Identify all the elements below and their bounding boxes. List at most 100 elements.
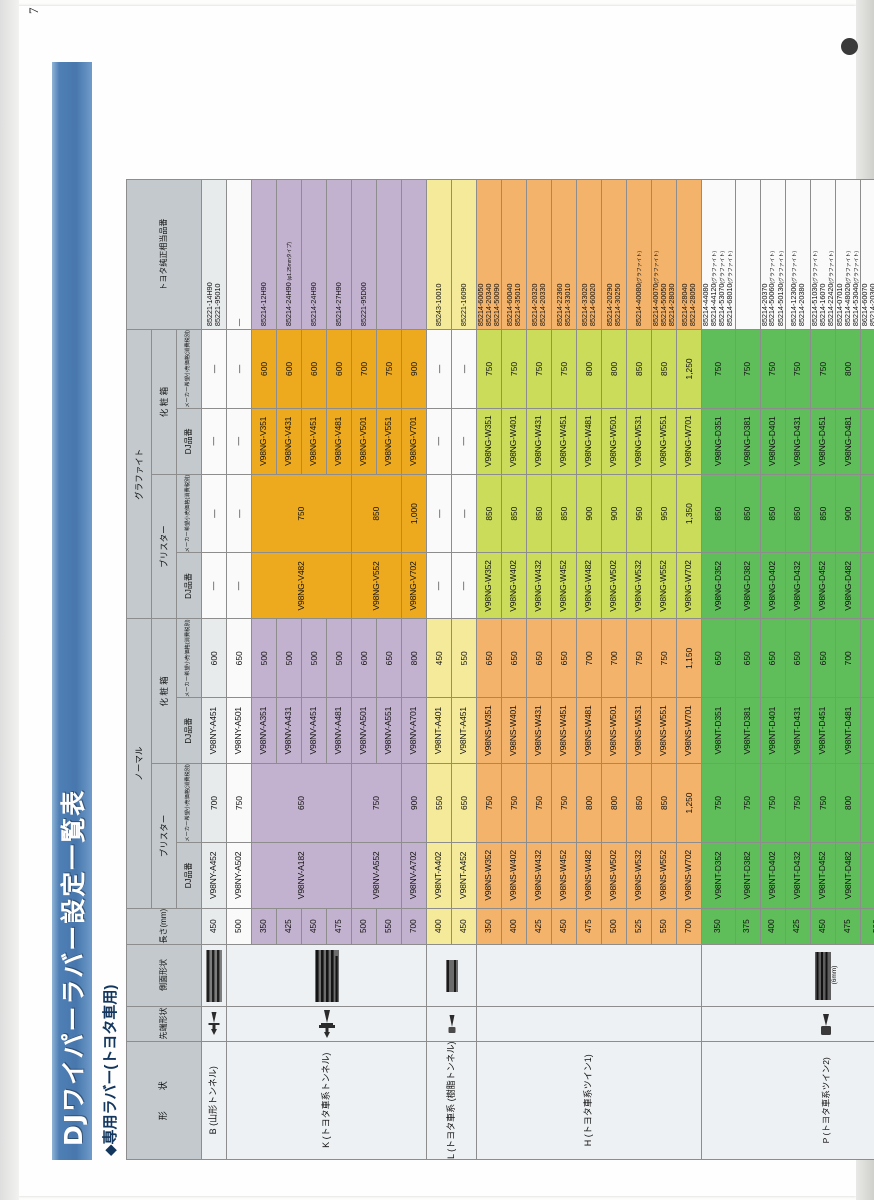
length-value: 550 xyxy=(376,908,402,945)
price-graphite-blister: 1,000 xyxy=(401,474,427,553)
dj-part-normal-blister: V98NY-A452 xyxy=(201,842,227,909)
price-graphite-blister: 850 xyxy=(760,474,786,553)
header-shape-group: 形 状 xyxy=(126,1041,202,1160)
price-normal-package: 1,150 xyxy=(676,618,702,698)
part-number: 85214-68010(グラファイト) xyxy=(725,251,735,327)
price-graphite-package: 600 xyxy=(301,329,327,409)
dj-part-graphite-package: V98NG-W351 xyxy=(476,408,502,475)
dj-part-graphite-blister: V98NG-W702 xyxy=(676,552,702,619)
price-graphite-blister: 850 xyxy=(551,474,577,553)
table-body: B (山形トンネル) 450 V98NY-A452 700 V98NY-A451 600… xyxy=(201,179,874,1160)
length-value: 450 xyxy=(551,908,577,945)
price-graphite-blister: 850 xyxy=(351,474,402,553)
price-normal-blister: 750 xyxy=(526,763,552,843)
toyota-part-numbers: 85214-12H90 xyxy=(251,179,277,330)
dj-part-normal-package: V98NS-W481 xyxy=(576,697,602,764)
price-graphite-blister: 900 xyxy=(601,474,627,553)
price-normal-package: 500 xyxy=(301,618,327,698)
price-graphite-blister: 950 xyxy=(651,474,677,553)
price-normal-blister: 750 xyxy=(476,763,502,843)
dj-part-graphite-package: V98NG-W501 xyxy=(601,408,627,475)
price-graphite-package: ― xyxy=(426,329,452,409)
length-value: 450 xyxy=(451,908,477,945)
part-number: ― xyxy=(234,318,244,327)
price-graphite-blister: 850 xyxy=(476,474,502,553)
price-normal-package: 500 xyxy=(326,618,352,698)
dj-part-normal-package: V98NS-W401 xyxy=(501,697,527,764)
price-normal-blister: 800 xyxy=(601,763,627,843)
dj-part-normal-package: V98NT-D451 xyxy=(810,697,836,764)
dj-part-graphite-blister: ― xyxy=(426,552,452,619)
price-graphite-blister: ― xyxy=(201,474,227,553)
side-shape-icon xyxy=(476,944,702,1007)
rubber-setting-table: 形 状 先端形状 側面形状 長さ(mm) ノーマル グラファイト トヨタ純正相当… xyxy=(126,179,874,1160)
price-graphite-package: 750 xyxy=(501,329,527,409)
dj-part-normal-blister: V98NY-A502 xyxy=(226,842,252,909)
header-tip-shape: 先端形状 xyxy=(126,1006,202,1042)
dj-part-normal-blister: V98NV-A552 xyxy=(351,842,402,909)
price-normal-package: 450 xyxy=(426,618,452,698)
dj-part-normal-package: V98NV-A501 xyxy=(351,697,377,764)
dj-part-normal-package: V98NT-D401 xyxy=(760,697,786,764)
price-normal-package: 750 xyxy=(651,618,677,698)
price-normal-package: 650 xyxy=(760,618,786,698)
header-normal-blister: ブリスター xyxy=(151,763,177,909)
price-graphite-package: 800 xyxy=(860,329,874,409)
dj-part-normal-blister: V98NT-D432 xyxy=(785,842,811,909)
dj-part-graphite-package: V98NG-V451 xyxy=(301,408,327,475)
price-normal-package: 650 xyxy=(551,618,577,698)
price-graphite-package: 850 xyxy=(626,329,652,409)
price-normal-package: 700 xyxy=(601,618,627,698)
dj-part-graphite-blister: V98NG-W432 xyxy=(526,552,552,619)
dj-part-normal-package: V98NS-W701 xyxy=(676,697,702,764)
price-graphite-package: 800 xyxy=(601,329,627,409)
dj-part-graphite-package: V98NG-D501 xyxy=(860,408,874,475)
dj-part-graphite-package: V98NG-D381 xyxy=(735,408,761,475)
table-row: L (トヨタ車系 (樹脂トンネル) 400 V98NT-A402 550 V98NT-… xyxy=(426,179,477,1160)
dj-part-normal-package: V98NV-A451 xyxy=(301,697,327,764)
toyota-part-numbers: 85214-24H90 xyxy=(301,179,327,330)
part-number: 85214-50090 xyxy=(491,283,501,327)
part-number: 85243-10010 xyxy=(434,283,444,327)
price-normal-package: 600 xyxy=(201,618,227,698)
price-graphite-package: 750 xyxy=(785,329,811,409)
table-row: B (山形トンネル) 450 V98NY-A452 700 V98NY-A451 600… xyxy=(201,179,227,1160)
shape-type-label: B (山形トンネル) xyxy=(201,1041,227,1160)
dj-part-graphite-package: V98NG-W701 xyxy=(676,408,702,475)
price-normal-package: 650 xyxy=(476,618,502,698)
shape-type-label: K (トヨタ車系トンネル) xyxy=(226,1041,427,1160)
length-value: 500 xyxy=(351,908,377,945)
dj-part-graphite-blister: V98NG-D482 xyxy=(835,552,861,619)
price-graphite-package: 750 xyxy=(760,329,786,409)
dj-part-graphite-blister: V98NG-D452 xyxy=(810,552,836,619)
dj-part-graphite-package: V98NG-D431 xyxy=(785,408,811,475)
price-graphite-blister: 900 xyxy=(576,474,602,553)
length-value: 425 xyxy=(526,908,552,945)
price-graphite-blister: 850 xyxy=(735,474,761,553)
dj-part-graphite-package: ― xyxy=(226,408,252,475)
dj-part-normal-package: V98NS-W431 xyxy=(526,697,552,764)
price-graphite-blister: ― xyxy=(451,474,477,553)
header-graphite-blister: ブリスター xyxy=(151,474,177,619)
dj-part-normal-package: V98NS-W351 xyxy=(476,697,502,764)
part-number: 85214-12H90 xyxy=(259,282,269,327)
dj-part-graphite-blister: V98NG-D402 xyxy=(760,552,786,619)
price-graphite-blister: 1,350 xyxy=(676,474,702,553)
dj-part-graphite-blister: V98NG-V482 xyxy=(251,552,352,619)
dj-part-normal-blister: V98NV-A702 xyxy=(401,842,427,909)
dj-part-normal-package: V98NT-D481 xyxy=(835,697,861,764)
header-toyota-genuine: トヨタ純正相当品番 xyxy=(126,179,202,330)
dj-part-normal-blister: V98NT-D382 xyxy=(735,842,761,909)
page-left-edge xyxy=(0,0,19,1200)
dj-part-normal-blister: V98NS-W482 xyxy=(576,842,602,909)
price-graphite-blister: 850 xyxy=(526,474,552,553)
length-value: 450 xyxy=(301,908,327,945)
price-graphite-blister: 850 xyxy=(701,474,736,553)
price-graphite-package: 600 xyxy=(326,329,352,409)
tip-shape-icon xyxy=(201,1006,227,1042)
price-normal-blister: 1,250 xyxy=(676,763,702,843)
dj-part-normal-blister: V98NS-W552 xyxy=(651,842,677,909)
toyota-part-numbers: 85214-07010 85214-48020(グラファイト) 85214-5304… xyxy=(835,179,861,330)
header-price-normal-blister: メーカー希望小売価格(消費税別) xyxy=(176,763,202,843)
length-value: 475 xyxy=(576,908,602,945)
